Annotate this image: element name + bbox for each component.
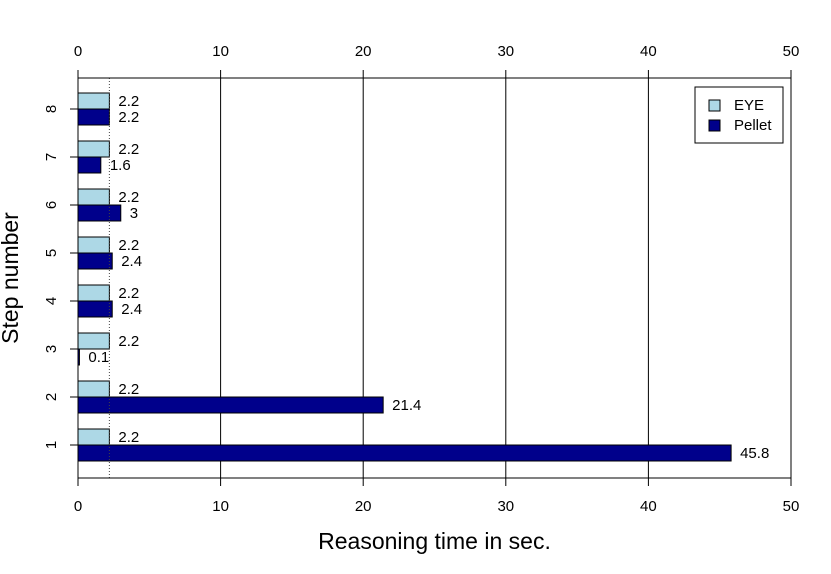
bar-eye-step-2 (77, 380, 110, 398)
data-label-eye-step-5: 2.2 (118, 237, 139, 254)
x-tick-label-top-30: 30 (497, 43, 514, 60)
data-label-pellet-step-8: 2.2 (118, 109, 139, 126)
data-label-eye-step-3: 2.2 (118, 333, 139, 350)
y-tick-label-8: 8 (43, 105, 60, 113)
x-tick-label-bottom-50: 50 (783, 498, 800, 515)
bar-pellet-step-8 (77, 108, 110, 126)
y-tick-label-2: 2 (43, 393, 60, 401)
bar-pellet-step-6 (77, 204, 122, 222)
x-tick-label-bottom-40: 40 (640, 498, 657, 515)
data-label-eye-step-7: 2.2 (118, 141, 139, 158)
data-label-pellet-step-6: 3 (130, 205, 138, 222)
y-tick-label-4: 4 (43, 297, 60, 305)
bar-eye-step-5 (77, 236, 110, 254)
y-tick-label-7: 7 (43, 153, 60, 161)
y-tick-label-5: 5 (43, 249, 60, 257)
data-label-eye-step-8: 2.2 (118, 93, 139, 110)
bar-pellet-step-1 (77, 444, 732, 462)
y-tick-label-3: 3 (43, 345, 60, 353)
x-tick-label-top-40: 40 (640, 43, 657, 60)
legend-box (694, 86, 784, 144)
data-label-eye-step-2: 2.2 (118, 381, 139, 398)
x-tick-label-top-0: 0 (74, 43, 82, 60)
bar-pellet-step-2 (77, 396, 384, 414)
bar-eye-step-3 (77, 332, 110, 350)
x-tick-label-top-20: 20 (355, 43, 372, 60)
x-axis-title: Reasoning time in sec. (318, 528, 551, 554)
data-label-pellet-step-7: 1.6 (110, 157, 131, 174)
x-tick-label-bottom-20: 20 (355, 498, 372, 515)
x-tick-label-top-50: 50 (783, 43, 800, 60)
data-label-pellet-step-2: 21.4 (392, 397, 421, 414)
data-label-eye-step-4: 2.2 (118, 285, 139, 302)
x-tick-label-bottom-0: 0 (74, 498, 82, 515)
data-label-eye-step-1: 2.2 (118, 429, 139, 446)
bar-eye-step-7 (77, 140, 110, 158)
x-tick-label-top-10: 10 (212, 43, 229, 60)
legend-label-eye: EYE (734, 97, 764, 114)
legend-swatch-pellet (708, 119, 721, 132)
x-tick-label-bottom-10: 10 (212, 498, 229, 515)
bar-pellet-step-4 (77, 300, 113, 318)
bar-eye-step-8 (77, 92, 110, 110)
data-label-pellet-step-4: 2.4 (121, 301, 142, 318)
data-label-pellet-step-3: 0.1 (88, 349, 109, 366)
bar-eye-step-4 (77, 284, 110, 302)
y-tick-label-1: 1 (43, 441, 60, 449)
bar-eye-step-1 (77, 428, 110, 446)
bar-pellet-step-7 (77, 156, 102, 174)
legend-label-pellet: Pellet (734, 117, 772, 134)
data-label-eye-step-6: 2.2 (118, 189, 139, 206)
legend-swatch-eye (708, 99, 721, 112)
y-tick-label-6: 6 (43, 201, 60, 209)
bar-eye-step-6 (77, 188, 110, 206)
bar-pellet-step-5 (77, 252, 113, 270)
data-label-pellet-step-5: 2.4 (121, 253, 142, 270)
y-axis-title: Step number (0, 212, 23, 344)
plot-border (77, 77, 792, 479)
x-tick-label-bottom-30: 30 (497, 498, 514, 515)
data-label-pellet-step-1: 45.8 (740, 445, 769, 462)
